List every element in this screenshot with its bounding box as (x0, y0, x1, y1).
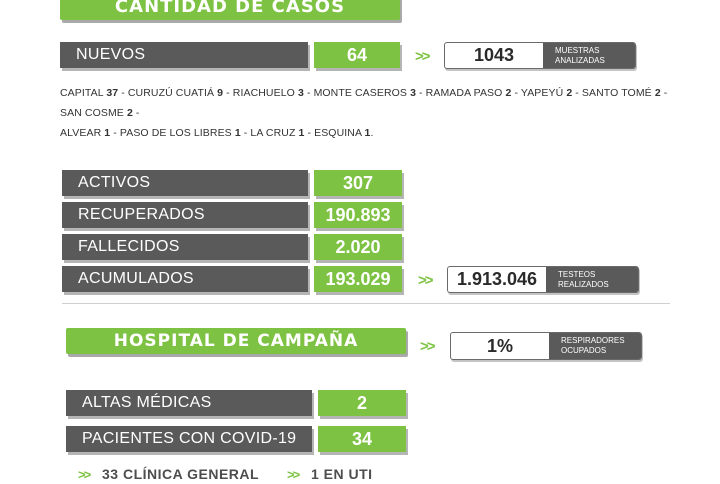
respiradores-box: 1% RESPIRADORES OCUPADOS (450, 332, 642, 360)
localidad-item: SANTO TOMÉ 2 (581, 87, 661, 99)
stat-value-recuperados: 190.893 (314, 202, 402, 228)
header-title: CANTIDAD DE CASOS (114, 0, 346, 17)
localidad-item: LA CRUZ 1 (250, 127, 305, 139)
localidad-item: MONTE CASEROS 3 (313, 87, 417, 99)
testeos-box: 1.913.046 TESTEOS REALIZADOS (447, 266, 639, 293)
hospital-banner: HOSPITAL DE CAMPAÑA (66, 328, 406, 354)
localidad-item: SAN COSME 2 (60, 107, 133, 119)
altas-medicas-value: 2 (318, 390, 406, 416)
localidad-item: RIACHUELO 3 (232, 87, 304, 99)
localidad-item: PASO DE LOS LIBRES 1 (119, 127, 241, 139)
pacientes-covid-value: 34 (318, 426, 406, 452)
stat-value-activos: 307 (314, 170, 402, 196)
stat-value-acumulados: 193.029 (314, 266, 402, 292)
testeos-arrows-icon: >> (418, 271, 433, 289)
uti-arrows-icon: >> (287, 466, 300, 482)
localidad-item: CAPITAL 37 (60, 87, 119, 99)
stat-value-fallecidos: 2.020 (314, 234, 402, 260)
muestras-value: 1043 (473, 45, 515, 65)
respiradores-label: RESPIRADORES OCUPADOS (549, 333, 641, 359)
altas-medicas-label: ALTAS MÉDICAS (66, 390, 312, 416)
clinica-arrows-icon: >> (78, 466, 91, 482)
stat-label-activos: ACTIVOS (62, 170, 308, 196)
localidad-item: ESQUINA 1 (314, 127, 371, 139)
localidad-item: ALVEAR 1 (60, 127, 111, 139)
localidades-list: CAPITAL 37 - CURUZÚ CUATIÁ 9 - RIACHUELO… (60, 87, 668, 139)
localidad-item: RAMADA PASO 2 (425, 87, 512, 99)
header-banner: CANTIDAD DE CASOS (60, 0, 400, 20)
hospital-arrows-icon: >> (420, 337, 435, 355)
stat-label-acumulados: ACUMULADOS (62, 266, 308, 292)
muestras-label: MUESTRAS ANALIZADAS (543, 43, 635, 68)
nuevos-label: NUEVOS (60, 42, 308, 68)
uti-text: 1 EN UTI (311, 466, 373, 482)
localidad-item: CURUZÚ CUATIÁ 9 (127, 87, 224, 99)
respiradores-value: 1% (486, 335, 513, 356)
nuevos-value: 64 (314, 42, 400, 68)
stat-label-fallecidos: FALLECIDOS (62, 234, 308, 260)
stat-label-recuperados: RECUPERADOS (62, 202, 308, 228)
localidad-item: YAPEYÚ 2 (520, 87, 573, 99)
hospital-title: HOSPITAL DE CAMPAÑA (113, 331, 359, 351)
muestras-box: 1043 MUESTRAS ANALIZADAS (444, 42, 636, 69)
testeos-value: 1.913.046 (456, 269, 538, 289)
testeos-label: TESTEOS REALIZADOS (546, 267, 638, 292)
section-divider (62, 303, 670, 304)
clinica-general-text: 33 CLÍNICA GENERAL (102, 466, 260, 482)
pacientes-covid-label: PACIENTES CON COVID-19 (66, 426, 312, 452)
nuevos-arrows-icon: >> (415, 47, 430, 65)
